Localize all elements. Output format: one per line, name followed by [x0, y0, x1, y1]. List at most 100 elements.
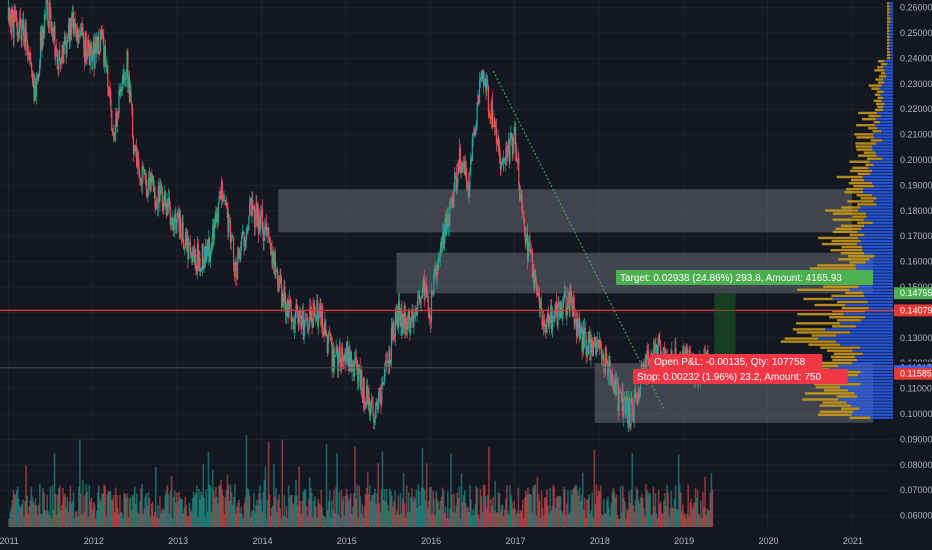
candle-body — [76, 29, 78, 40]
volume-bar — [366, 472, 369, 527]
candle-body — [212, 225, 214, 245]
volume-bar — [324, 518, 327, 527]
profile-bar-b — [869, 172, 893, 176]
candle-body — [599, 340, 602, 347]
candle-body — [494, 126, 497, 128]
candle-body — [572, 296, 574, 316]
candle-body — [176, 220, 178, 234]
candle-body — [119, 89, 121, 93]
profile-bar-b — [889, 8, 893, 11]
profile-bar-a — [836, 319, 861, 322]
profile-bar-a — [879, 75, 887, 78]
candle-body — [428, 311, 430, 318]
volume-bar — [424, 500, 427, 527]
volume-bar — [287, 485, 290, 527]
candle-body — [103, 45, 106, 66]
profile-bar-b — [871, 145, 893, 148]
candle-body — [358, 364, 360, 368]
volume-bar — [341, 501, 344, 527]
candle-body — [238, 248, 240, 257]
candle-body — [443, 233, 445, 249]
volume-bar — [441, 487, 444, 527]
volume-bar — [484, 496, 487, 527]
profile-bar-b — [867, 300, 893, 304]
profile-bar-a — [846, 188, 863, 191]
volume-bar — [127, 517, 130, 527]
profile-bar-a — [844, 191, 864, 194]
price-axis[interactable]: 0.260000.250000.240000.230000.220000.210… — [894, 0, 932, 550]
candle-body — [91, 50, 93, 62]
candle-body — [329, 332, 331, 335]
candle-body — [387, 360, 389, 367]
volume-bar — [243, 503, 246, 527]
volume-bar — [422, 487, 425, 527]
volume-bar — [653, 505, 656, 527]
volume-bar — [247, 489, 250, 527]
candle-body — [396, 309, 398, 323]
volume-bar — [121, 512, 123, 527]
candle-body — [63, 45, 65, 64]
candle-body — [279, 277, 281, 283]
time-axis[interactable]: 2011 2012 2013 2014 2015 2016 2017 2018 2019 2020… — [0, 527, 932, 550]
price-badge-label: 0.14755 — [900, 288, 932, 298]
volume-bar — [37, 504, 40, 527]
candle-body — [392, 321, 394, 339]
volume-bar — [22, 499, 24, 527]
candle-body — [495, 127, 497, 144]
candle-body — [280, 277, 282, 284]
volume-bar — [276, 512, 278, 527]
profile-bar-b — [843, 376, 893, 380]
candle-body — [188, 242, 191, 243]
candle-body — [457, 162, 459, 185]
candle-body — [567, 293, 570, 299]
profile-bar-b — [875, 151, 893, 154]
profile-bar-a — [856, 136, 874, 139]
volume-bar — [343, 515, 346, 527]
candle-body — [441, 241, 443, 244]
volume-bar — [162, 507, 164, 527]
volume-bar — [57, 488, 60, 527]
volume-bar — [30, 487, 33, 527]
candle-body — [127, 50, 129, 88]
candle-body — [254, 210, 256, 227]
volume-bar — [142, 514, 144, 527]
volume-bar — [249, 516, 252, 527]
volume-bar — [59, 485, 61, 527]
volume-bar — [360, 513, 363, 527]
volume-bar — [459, 518, 462, 527]
volume-bar — [530, 494, 532, 527]
candle-body — [300, 310, 302, 327]
candle-body — [409, 319, 411, 334]
profile-bar-b — [889, 50, 893, 54]
candle-body — [117, 112, 119, 114]
volume-bar — [261, 512, 264, 527]
volume-bar — [589, 513, 591, 527]
volume-bar — [651, 513, 654, 527]
candle-body — [10, 13, 12, 33]
profile-bar-b — [884, 81, 893, 84]
candle-body — [177, 212, 179, 214]
profile-bar-b — [866, 215, 893, 218]
profile-bar-b — [872, 148, 893, 151]
candle-body — [344, 352, 346, 361]
profile-bar-b — [873, 136, 893, 139]
volume-bar — [438, 509, 441, 527]
candle-body — [32, 81, 34, 83]
candle-body — [371, 401, 373, 404]
candle-body — [684, 348, 687, 360]
candle-body — [38, 73, 40, 77]
candle-body — [612, 385, 614, 387]
candle-body — [204, 247, 206, 260]
candle-body — [35, 83, 37, 97]
candle-body — [129, 90, 131, 102]
candle-body — [283, 286, 285, 302]
candle-body — [366, 385, 368, 405]
candle-body — [309, 308, 312, 320]
profile-bar-a — [841, 206, 861, 209]
volume-bar — [64, 493, 66, 527]
volume-bar — [20, 507, 22, 527]
profile-bar-a — [848, 255, 876, 258]
candle-body — [434, 269, 436, 276]
candle-body — [281, 283, 283, 308]
